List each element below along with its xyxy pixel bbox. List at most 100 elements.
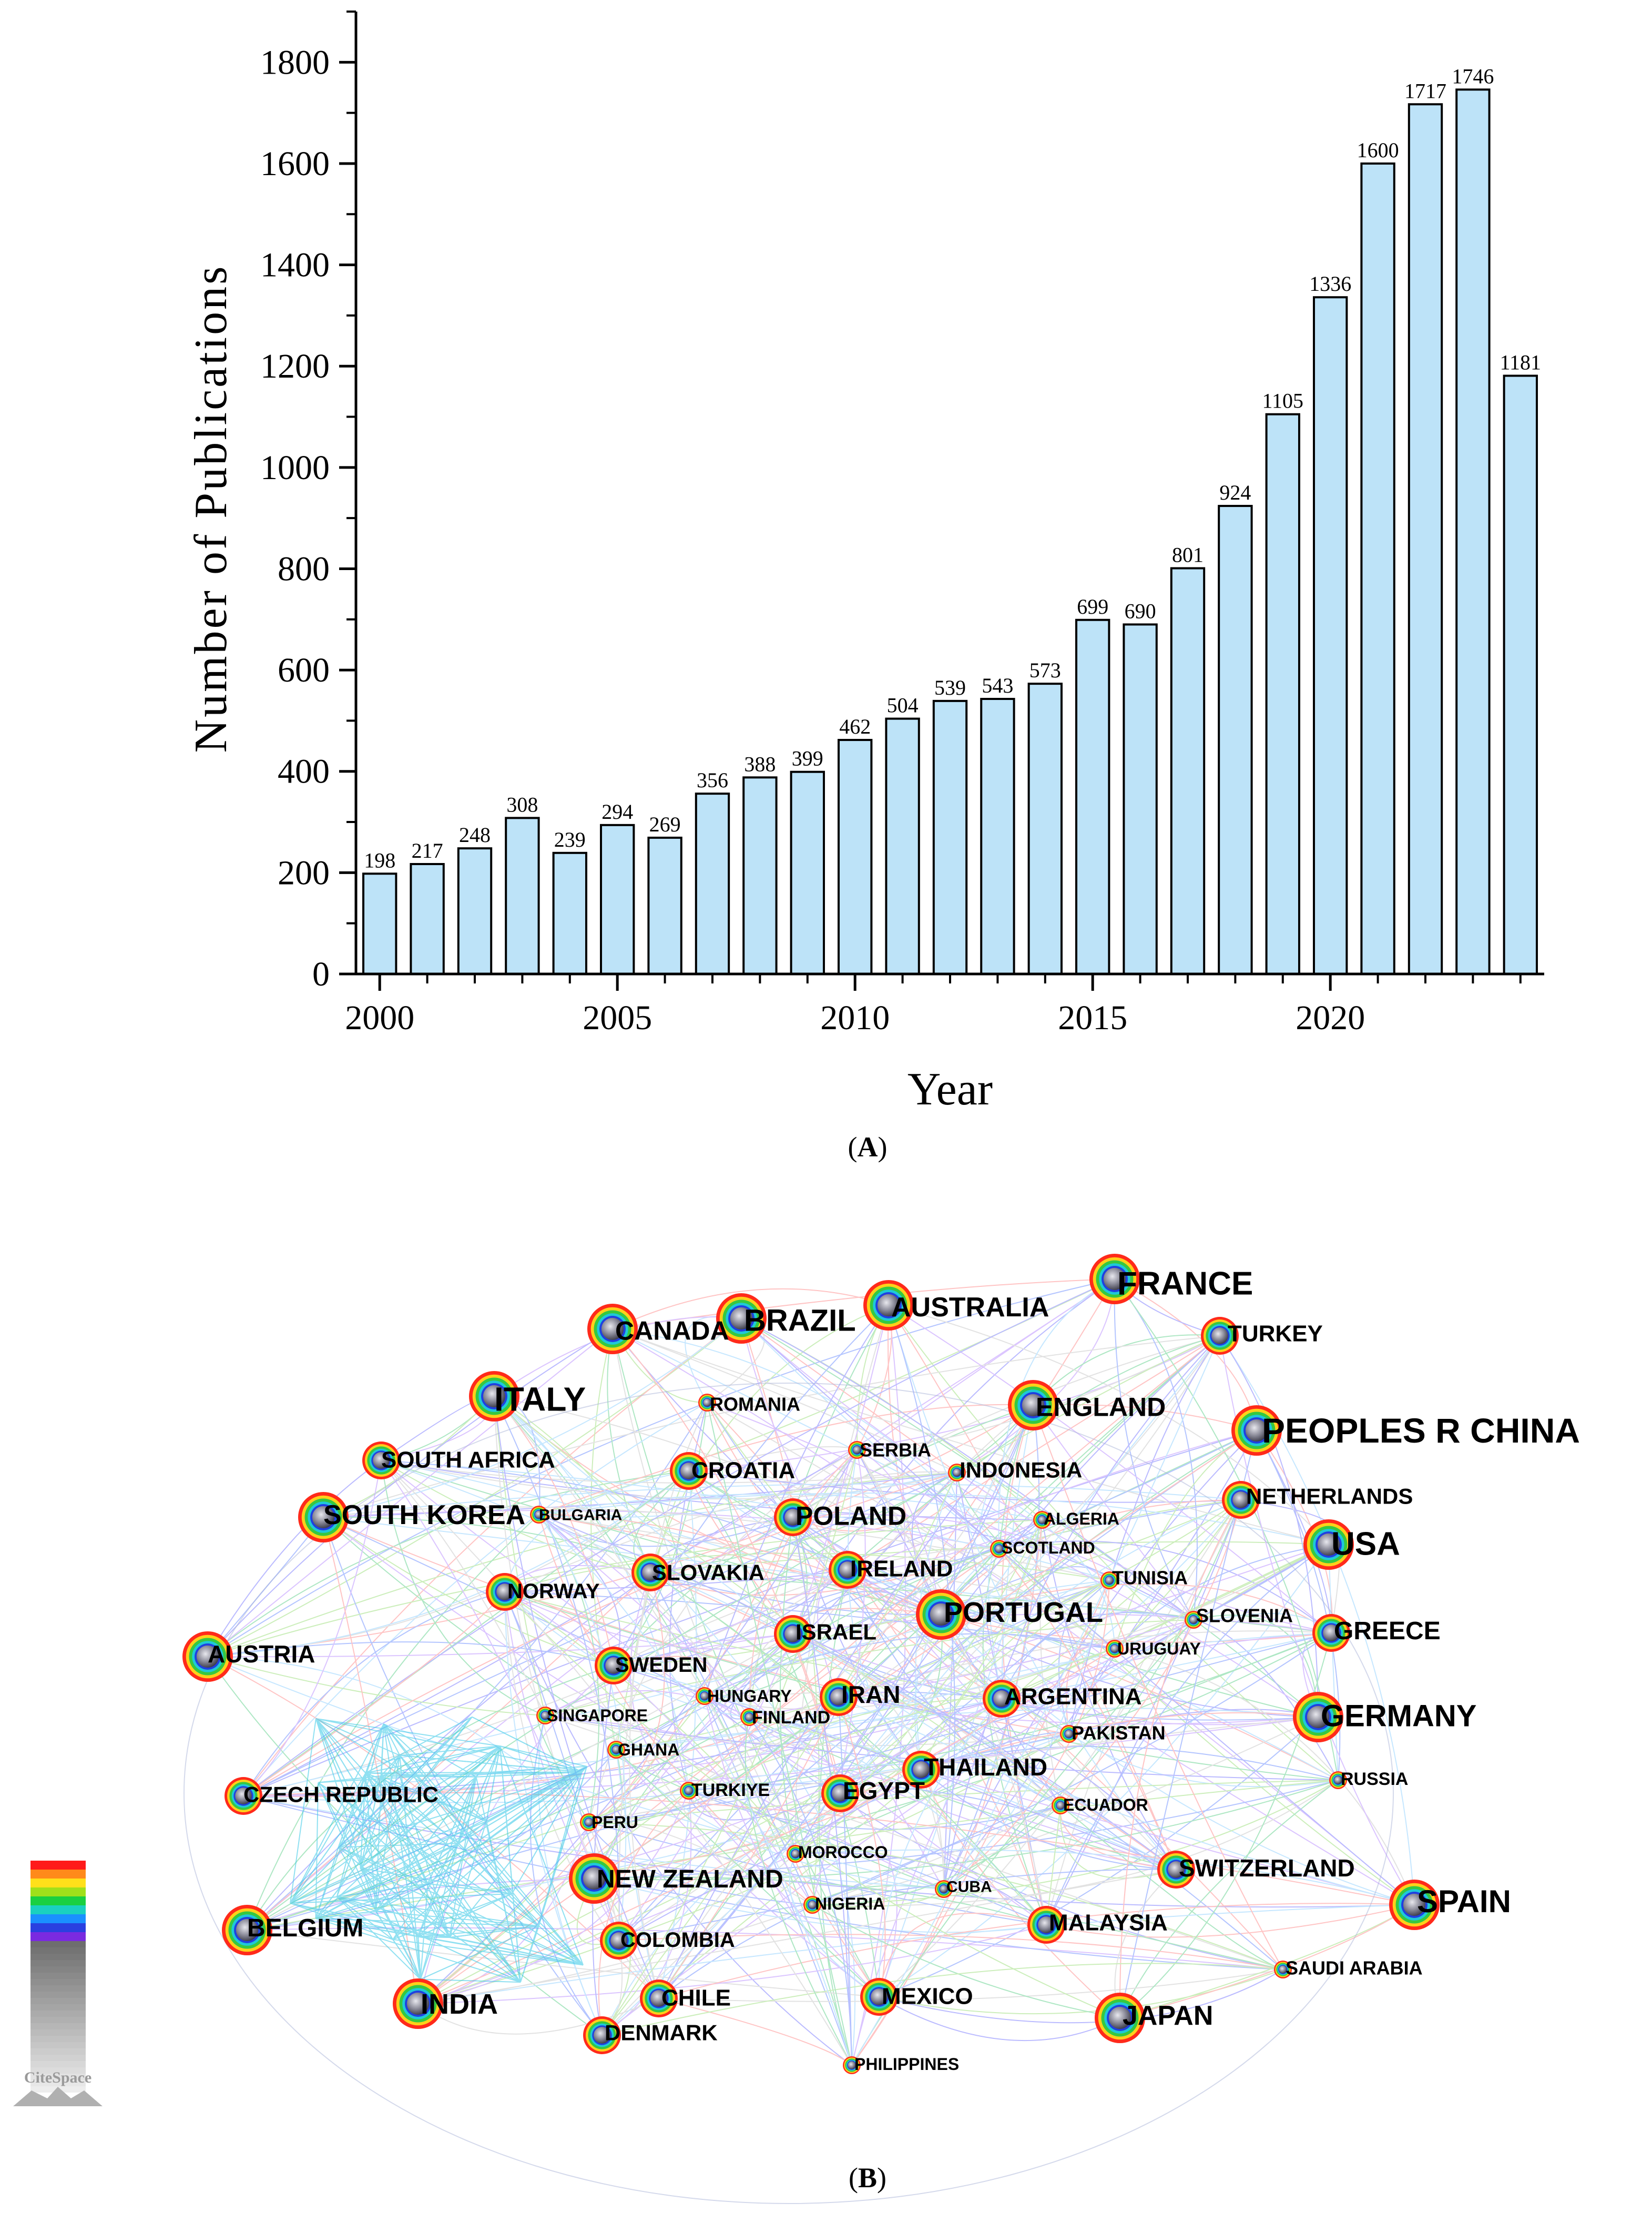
node-greece xyxy=(1312,1614,1350,1652)
network-edge xyxy=(393,1938,584,1966)
node-slovakia xyxy=(631,1554,669,1591)
bar-label-2004: 239 xyxy=(554,828,586,851)
network-edge xyxy=(847,1335,1220,1570)
node-core xyxy=(1245,1419,1268,1442)
network-edge xyxy=(315,1718,366,1774)
bar-2000 xyxy=(362,872,397,975)
x-tick-label-2020: 2020 xyxy=(1296,999,1365,1037)
network-edge xyxy=(840,1580,1110,1794)
bar-2015 xyxy=(1075,618,1110,976)
network-edge xyxy=(1114,1430,1257,1649)
network-edge xyxy=(499,1746,521,1983)
y-axis-title: Number of Publications xyxy=(186,265,237,753)
network-edge xyxy=(449,1925,539,1938)
bar-2024 xyxy=(1503,374,1538,975)
node-romania xyxy=(698,1394,716,1412)
node-label-philippines: PHILIPPINES xyxy=(854,2055,959,2074)
panel-a-caption-letter: A xyxy=(857,1131,878,1163)
node-label-australia: AUSTRALIA xyxy=(891,1292,1049,1323)
network-edge xyxy=(475,1745,501,1778)
network-edge xyxy=(1114,1278,1194,1620)
network-edge xyxy=(427,1883,512,1894)
x-tick-label-2010: 2010 xyxy=(820,999,890,1037)
node-core xyxy=(601,1317,624,1341)
node-serbia xyxy=(848,1441,866,1459)
network-edge xyxy=(323,1472,957,1518)
node-south-africa xyxy=(362,1442,400,1479)
network-edge xyxy=(838,1697,1415,1905)
network-edge xyxy=(365,1754,400,1774)
network-edge xyxy=(207,1460,382,1657)
legend-swatch xyxy=(30,2011,86,2017)
node-austria xyxy=(182,1631,233,1682)
network-edge xyxy=(247,1878,595,1931)
network-edge xyxy=(538,1514,621,1666)
network-edge xyxy=(375,1755,401,1912)
node-label-thailand: THAILAND xyxy=(924,1753,1047,1781)
network-edge xyxy=(323,1318,742,1518)
network-edge xyxy=(375,1911,539,1927)
citespace-logo-icon xyxy=(13,2087,103,2106)
network-edge xyxy=(499,1745,584,1965)
node-finland xyxy=(740,1708,758,1726)
network-edge xyxy=(380,1775,521,1983)
network-edge xyxy=(792,1517,1115,1649)
legend-swatch xyxy=(30,1923,86,1932)
network-edge xyxy=(704,1305,889,1697)
network-edge xyxy=(911,1472,957,1615)
network-edge xyxy=(360,1867,419,1937)
network-edge xyxy=(400,1745,501,1756)
node-core xyxy=(791,1850,800,1858)
node-bulgaria xyxy=(530,1506,548,1524)
network-edge xyxy=(1119,1904,1415,2018)
network-edge xyxy=(812,1780,1339,1905)
legend-swatch xyxy=(30,2074,86,2080)
bar-label-2020: 1336 xyxy=(1309,272,1351,296)
network-edge xyxy=(207,1278,1115,1657)
network-edge xyxy=(336,1843,459,1897)
network-edge xyxy=(290,1765,587,1904)
node-india xyxy=(393,1978,443,2029)
network-edge xyxy=(601,1790,692,2036)
network-edge xyxy=(504,1552,1110,1592)
node-core xyxy=(953,1468,961,1477)
node-label-usa: USA xyxy=(1331,1526,1400,1562)
node-core xyxy=(930,1603,953,1626)
network-edge xyxy=(851,1698,1002,2066)
node-label-algeria: ALGERIA xyxy=(1044,1509,1119,1528)
bar-label-2000: 198 xyxy=(364,848,395,872)
node-canada xyxy=(587,1304,638,1354)
network-edge xyxy=(323,1517,614,1666)
node-label-france: FRANCE xyxy=(1117,1266,1253,1302)
node-label-portugal: PORTUGAL xyxy=(944,1597,1103,1628)
node-label-slovenia: SLOVENIA xyxy=(1196,1605,1293,1627)
node-label-japan: JAPAN xyxy=(1123,2001,1213,2031)
network-edge xyxy=(588,1822,813,1905)
network-edge xyxy=(504,1591,1120,2018)
network-edge xyxy=(1001,1544,1329,1699)
network-edge xyxy=(998,1540,1332,1633)
network-edge xyxy=(207,1328,613,1657)
network-edge xyxy=(794,1305,889,1854)
network-edge xyxy=(504,1591,813,1905)
network-edge xyxy=(290,1902,393,1940)
network-edge xyxy=(383,1723,584,1965)
legend-swatch xyxy=(30,1914,86,1923)
network-edge xyxy=(1033,1405,1194,1620)
node-cuba xyxy=(935,1880,953,1898)
network-edge xyxy=(400,1754,582,1773)
network-edge xyxy=(538,1514,942,1615)
network-edge xyxy=(1114,1278,1198,1620)
node-indonesia xyxy=(948,1464,966,1481)
network-edge xyxy=(704,1569,848,1697)
network-edge xyxy=(494,1396,1061,1806)
network-edge xyxy=(658,1697,839,1999)
network-edge xyxy=(612,1288,889,1329)
network-edge xyxy=(741,1318,957,1473)
y-tick-label-800: 800 xyxy=(278,550,330,588)
bar-label-2012: 539 xyxy=(934,676,966,699)
network-edge xyxy=(1068,1733,1339,1788)
network-edge xyxy=(417,1853,796,2004)
node-ecuador xyxy=(1052,1796,1069,1814)
network-edge xyxy=(375,1821,487,1912)
